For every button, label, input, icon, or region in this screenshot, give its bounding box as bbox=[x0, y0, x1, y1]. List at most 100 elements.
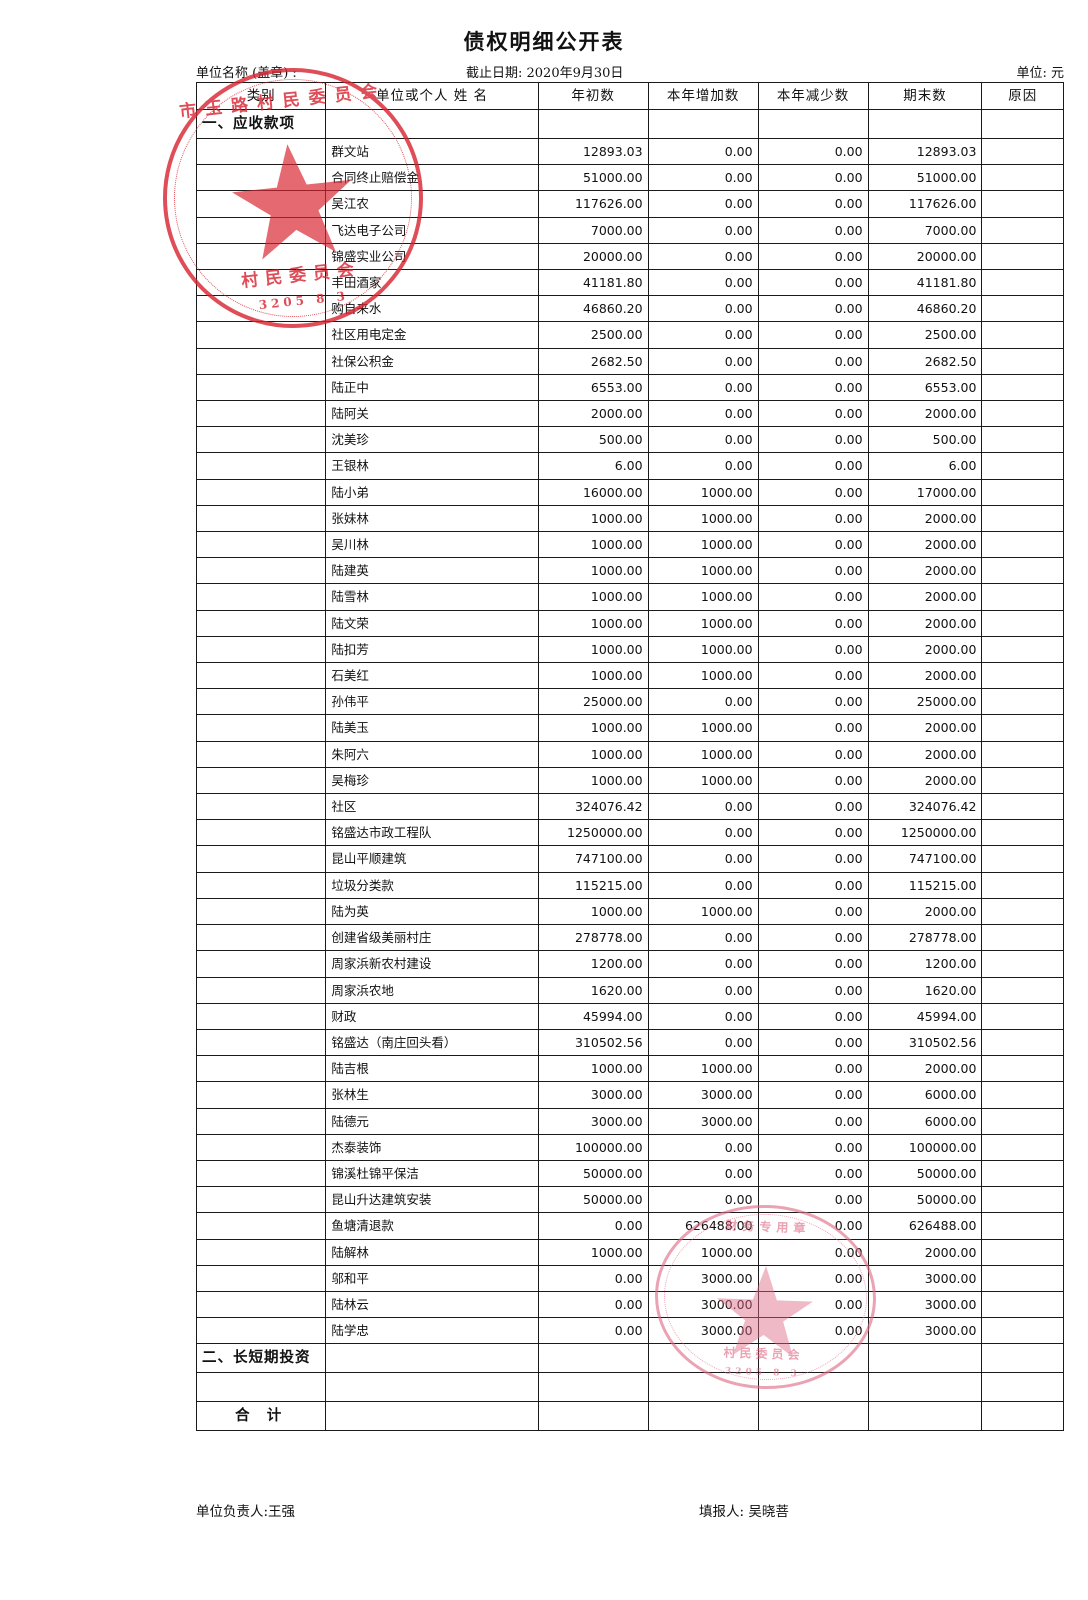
table-row: 张林生 3000.00 3000.00 0.00 6000.00 bbox=[195, 1081, 1064, 1109]
cell-end: 25000.00 bbox=[867, 688, 983, 716]
cell-name: 飞达电子公司 bbox=[325, 216, 539, 244]
cell-reason bbox=[981, 924, 1064, 952]
cell-name: 铭盛达市政工程队 bbox=[325, 819, 539, 847]
table-row: 孙伟平 25000.00 0.00 0.00 25000.00 bbox=[195, 688, 1064, 716]
cell-end: 1620.00 bbox=[867, 976, 983, 1004]
cell-name bbox=[325, 1401, 539, 1432]
cell-name: 周家浜新农村建设 bbox=[325, 950, 539, 978]
cell-end: 50000.00 bbox=[867, 1159, 983, 1188]
responsible-person: 单位负责人:王强 bbox=[196, 1504, 296, 1520]
cell-decrease: 0.00 bbox=[757, 216, 869, 244]
cell-increase: 1000.00 bbox=[647, 714, 759, 742]
table-row: 昆山升达建筑安装 50000.00 0.00 0.00 50000.00 bbox=[195, 1186, 1064, 1214]
cell-increase: 1000.00 bbox=[647, 1055, 759, 1083]
table-row: 吴江农 117626.00 0.00 0.00 117626.00 bbox=[195, 190, 1064, 218]
cell-decrease: 0.00 bbox=[757, 1238, 869, 1266]
cell-category bbox=[195, 1002, 327, 1030]
cell-end: 2000.00 bbox=[867, 1055, 983, 1083]
page-title: 债权明细公开表 bbox=[463, 30, 625, 54]
header-end: 期末数 bbox=[867, 82, 983, 110]
cell-increase: 0.00 bbox=[647, 793, 759, 821]
cell-reason bbox=[981, 688, 1064, 716]
cell-name: 石美红 bbox=[325, 662, 539, 690]
cell-decrease: 0.00 bbox=[757, 609, 869, 637]
cell-reason bbox=[981, 1186, 1064, 1214]
cell-reason bbox=[981, 662, 1064, 690]
unit-name-label: 单位名称 (盖章) : bbox=[196, 66, 297, 81]
cell-decrease: 0.00 bbox=[757, 190, 869, 218]
cell-name: 陆正中 bbox=[325, 373, 539, 402]
cell-end: 50000.00 bbox=[867, 1186, 983, 1214]
cell-end: 7000.00 bbox=[867, 216, 983, 244]
table-row: 丰田酒家 41181.80 0.00 0.00 41181.80 bbox=[195, 269, 1064, 297]
cell-increase: 1000.00 bbox=[647, 766, 759, 795]
table-row: 张妹林 1000.00 1000.00 0.00 2000.00 bbox=[195, 504, 1064, 533]
cell-begin: 1000.00 bbox=[537, 531, 649, 559]
cell-category bbox=[195, 714, 327, 742]
cell-increase: 1000.00 bbox=[647, 504, 759, 533]
cell-name: 创建省级美丽村庄 bbox=[325, 924, 539, 952]
cell-name: 群文站 bbox=[325, 137, 539, 166]
cell-end: 2000.00 bbox=[867, 583, 983, 611]
cell-decrease: 0.00 bbox=[757, 1159, 869, 1188]
table-header-row: 类别 单位或个人 姓 名 年初数 本年增加数 本年减少数 期末数 原因 bbox=[195, 82, 1064, 110]
cell-begin: 0.00 bbox=[537, 1290, 649, 1319]
cell-decrease: 0.00 bbox=[757, 1107, 869, 1135]
cell-reason bbox=[981, 269, 1064, 297]
cell-name: 昆山平顺建筑 bbox=[325, 845, 539, 873]
table-row: 鱼塘清退款 0.00 626488.00 0.00 626488.00 bbox=[195, 1212, 1064, 1240]
cell-reason bbox=[981, 216, 1064, 244]
cell-name: 陆解林 bbox=[325, 1238, 539, 1266]
cell-category bbox=[195, 426, 327, 454]
cell-decrease: 0.00 bbox=[757, 269, 869, 297]
cell-decrease: 0.00 bbox=[757, 714, 869, 742]
cell-increase: 1000.00 bbox=[647, 1238, 759, 1266]
cell-reason bbox=[981, 321, 1064, 349]
cell-reason bbox=[981, 190, 1064, 218]
cell-increase: 1000.00 bbox=[647, 478, 759, 506]
cell-category bbox=[195, 269, 327, 297]
cell-name: 财政 bbox=[325, 1002, 539, 1030]
table-row: 王银林 6.00 0.00 0.00 6.00 bbox=[195, 452, 1064, 480]
header-begin: 年初数 bbox=[537, 82, 649, 110]
table-row: 沈美珍 500.00 0.00 0.00 500.00 bbox=[195, 426, 1064, 454]
cell-decrease: 0.00 bbox=[757, 1133, 869, 1161]
table-row: 陆文荣 1000.00 1000.00 0.00 2000.00 bbox=[195, 609, 1064, 637]
table-row: 吴川林 1000.00 1000.00 0.00 2000.00 bbox=[195, 531, 1064, 559]
cell-reason bbox=[981, 504, 1064, 533]
table-row: 吴梅珍 1000.00 1000.00 0.00 2000.00 bbox=[195, 766, 1064, 795]
cell-category bbox=[195, 1372, 327, 1403]
cell-category bbox=[195, 1107, 327, 1135]
cell-increase: 3000.00 bbox=[647, 1317, 759, 1345]
cell-name: 社区用电定金 bbox=[325, 321, 539, 349]
cell-decrease: 0.00 bbox=[757, 426, 869, 454]
cell-begin: 100000.00 bbox=[537, 1133, 649, 1161]
cell-end: 2000.00 bbox=[867, 897, 983, 926]
cell-category bbox=[195, 504, 327, 533]
table-row: 二、长短期投资 bbox=[195, 1343, 1064, 1374]
cell-increase: 1000.00 bbox=[647, 531, 759, 559]
table-row: 陆雪林 1000.00 1000.00 0.00 2000.00 bbox=[195, 583, 1064, 611]
cell-end: 2000.00 bbox=[867, 400, 983, 428]
cell-reason bbox=[981, 766, 1064, 795]
cell-end: 2682.50 bbox=[867, 347, 983, 375]
cell-category bbox=[195, 1212, 327, 1240]
cell-category bbox=[195, 295, 327, 323]
cell-category bbox=[195, 478, 327, 506]
cell-name: 昆山升达建筑安装 bbox=[325, 1186, 539, 1214]
cell-name: 陆文荣 bbox=[325, 609, 539, 637]
cell-decrease: 0.00 bbox=[757, 924, 869, 952]
cell-category: 合 计 bbox=[195, 1401, 327, 1432]
cell-increase: 0.00 bbox=[647, 845, 759, 873]
cell-begin: 20000.00 bbox=[537, 242, 649, 271]
cell-begin: 6.00 bbox=[537, 452, 649, 480]
cell-begin bbox=[537, 1343, 649, 1374]
table-row: 飞达电子公司 7000.00 0.00 0.00 7000.00 bbox=[195, 216, 1064, 244]
cell-begin: 2682.50 bbox=[537, 347, 649, 375]
cell-begin: 3000.00 bbox=[537, 1107, 649, 1135]
cell-reason bbox=[981, 845, 1064, 873]
cell-end bbox=[867, 1343, 983, 1374]
cell-category bbox=[195, 1028, 327, 1057]
cell-increase: 0.00 bbox=[647, 871, 759, 899]
cell-name: 社区 bbox=[325, 793, 539, 821]
